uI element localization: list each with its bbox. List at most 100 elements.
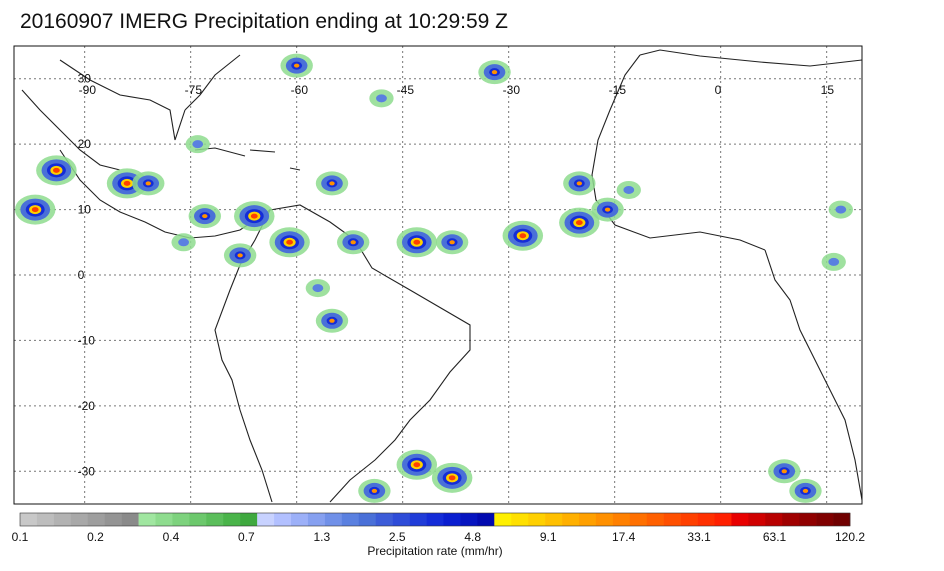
colorbar-swatch [443,513,461,526]
precip-cell [396,227,438,258]
colorbar-tick-label: 0.7 [238,530,255,544]
colorbar-swatch [70,513,89,526]
colorbar-swatch [138,513,156,526]
colorbar-swatch [595,513,614,526]
precip-contour [329,181,335,186]
precip-cell [396,449,438,480]
colorbar-swatch [240,513,258,526]
precip-cell [563,171,596,196]
colorbar-swatch [697,513,715,526]
colorbar-swatch [20,513,38,526]
colorbar-swatch [291,513,309,526]
colorbar [19,512,851,527]
colorbar-swatch [562,513,580,526]
colorbar-swatch [646,513,664,526]
colorbar-swatch [612,513,631,526]
lat-tick-label: 10 [78,203,92,217]
precip-contour [202,214,208,219]
colorbar-swatch [426,513,444,526]
precip-cell [768,459,801,484]
lat-tick-label: 30 [78,72,92,86]
colorbar-tick-label: 1.3 [313,530,331,544]
precip-contour [781,469,787,474]
precip-cell [431,462,473,493]
coastline [59,59,186,141]
colorbar-swatch [409,513,427,526]
coastline [21,89,121,171]
precip-cell [369,89,394,108]
coastline [184,54,241,111]
colorbar-swatch [680,513,698,526]
precip-contour [828,257,840,266]
colorbar-swatch [172,513,190,526]
lon-tick-label: 0 [715,83,722,97]
precip-cell [337,230,370,255]
precip-cell [171,233,196,252]
precip-cell [234,201,275,232]
lon-tick-label: -30 [503,83,521,97]
colorbar-swatch [223,513,241,526]
colorbar-swatch [748,513,766,526]
precip-contour [575,220,583,226]
colorbar-tick-label: 9.1 [539,530,557,544]
colorbar-swatch [545,513,563,526]
precip-contour [192,140,204,149]
precip-cell [269,227,310,258]
colorbar-swatch [274,513,292,526]
colorbar-swatch [816,513,834,526]
precip-contour [491,70,498,75]
colorbar-title: Precipitation rate (mm/hr) [367,544,503,558]
colorbar-tick-label: 0.1 [11,530,29,544]
precip-cell [591,197,624,222]
coastline [591,54,766,251]
colorbar-swatch [358,513,377,526]
colorbar-tick-label: 120.2 [834,530,866,544]
precip-cell [559,207,600,238]
colorbar-swatch [189,513,207,526]
map-frame [13,45,863,505]
precip-cell [478,60,511,85]
precip-contour [802,488,809,493]
precip-contour [286,239,293,245]
colorbar-tick-label: 0.2 [87,530,104,544]
precip-cell [315,171,349,196]
colorbar-tick-label: 0.4 [162,530,180,544]
lat-tick-label: 0 [78,268,85,282]
coastline [764,249,863,501]
lon-tick-label: -15 [609,83,627,97]
colorbar-swatch [714,513,732,526]
lat-tick-label: 20 [78,137,92,151]
precip-cell [821,252,846,271]
colorbar-tick-label: 63.1 [762,530,787,544]
coastlines [21,49,863,503]
colorbar-tick-label: 2.5 [388,530,406,544]
precip-contour [350,240,356,245]
precip-cell [223,243,257,268]
colorbar-swatch [511,513,529,526]
precip-contour [31,207,39,213]
colorbar-swatch [206,513,224,526]
colorbar-swatch [799,513,817,526]
precip-contour [329,318,335,323]
coastline [249,149,276,153]
colorbar-swatch [375,513,393,526]
precip-contour [53,167,60,173]
precip-contour [376,94,387,103]
precip-cell [305,279,331,298]
colorbar-swatch [765,513,783,526]
lon-tick-label: -60 [291,83,309,97]
precip-cell [132,171,165,196]
precip-contour [312,284,324,293]
colorbar-swatch [104,513,122,526]
precip-contour [145,181,151,186]
precip-cell [789,478,822,503]
colorbar-tick-label: 33.1 [687,530,711,544]
colorbar-swatch [663,513,681,526]
colorbar-swatch [460,513,478,526]
precip-cell [36,155,77,186]
precip-contour [123,180,131,186]
precip-contour [250,213,258,219]
precip-contour [178,238,190,247]
lat-tick-label: -10 [78,333,96,347]
